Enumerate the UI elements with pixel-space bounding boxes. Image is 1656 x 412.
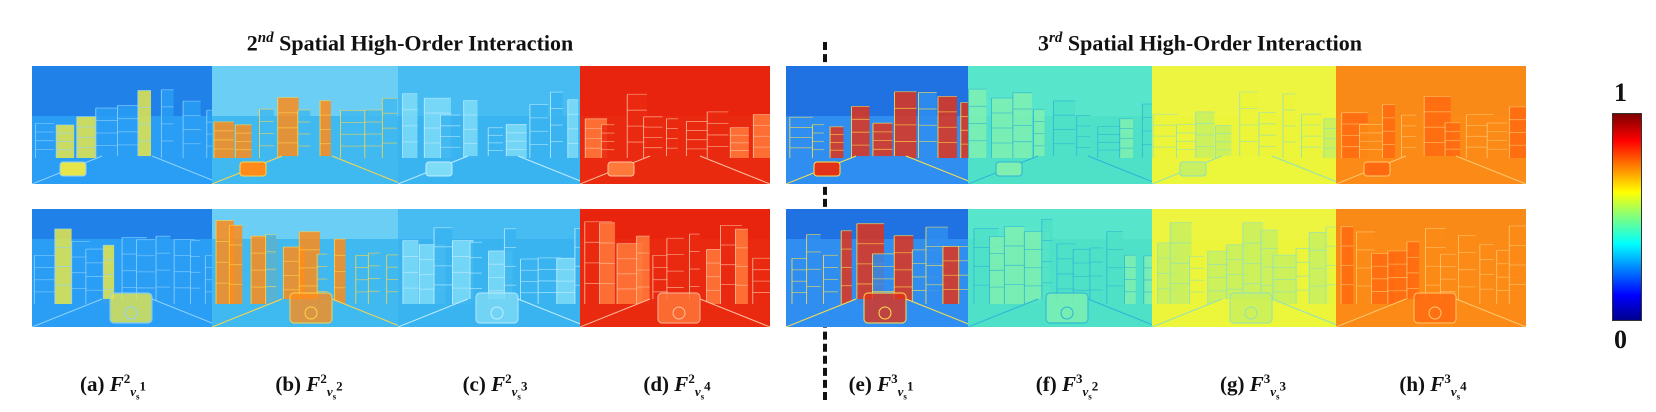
caption-d: (d) F2vs4	[643, 371, 711, 402]
group-title-second-order: 2nd Spatial High-Order Interaction	[246, 30, 574, 56]
caption-e: (e) F3vs1	[848, 371, 914, 402]
caption-g: (g) F3vs3	[1219, 371, 1287, 402]
feature-map-g-row-1	[1152, 66, 1342, 184]
caption-a: (a) F2vs1	[79, 371, 147, 402]
feature-map-h-row-2	[1336, 209, 1526, 327]
feature-map-b-row-2	[212, 209, 402, 327]
caption-h: (h) F3vs4	[1399, 371, 1467, 402]
caption-c: (c) F2vs3	[462, 371, 528, 402]
feature-map-b-row-1	[212, 66, 402, 184]
feature-map-e-row-1	[786, 66, 976, 184]
caption-b: (b) F2vs2	[275, 371, 343, 402]
feature-map-c-row-1	[398, 66, 588, 184]
feature-map-d-row-2	[580, 209, 770, 327]
feature-map-c-row-2	[398, 209, 588, 327]
caption-f: (f) F3vs2	[1035, 371, 1099, 402]
feature-map-e-row-2	[786, 209, 976, 327]
colorbar	[1612, 113, 1642, 321]
feature-map-f-row-2	[968, 209, 1158, 327]
feature-map-a-row-2	[32, 209, 222, 327]
feature-map-f-row-1	[968, 66, 1158, 184]
feature-map-g-row-2	[1152, 209, 1342, 327]
feature-map-d-row-1	[580, 66, 770, 184]
group-title-third-order: 3rd Spatial High-Order Interaction	[1038, 30, 1362, 56]
colorbar-max-label: 1	[1614, 78, 1627, 107]
feature-map-a-row-1	[32, 66, 222, 184]
feature-map-h-row-1	[1336, 66, 1526, 184]
colorbar-min-label: 0	[1614, 325, 1627, 354]
